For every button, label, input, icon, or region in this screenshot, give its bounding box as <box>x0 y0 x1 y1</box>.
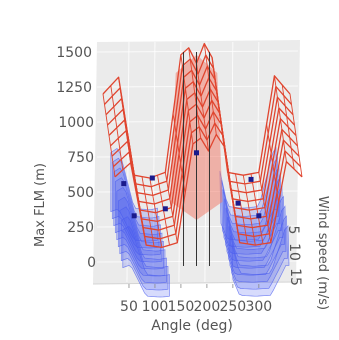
wireframe-rib <box>102 93 116 177</box>
surface-slice <box>114 177 163 263</box>
wireframe-rib <box>289 93 303 177</box>
surface-marker <box>256 213 262 219</box>
z-tick-label: 250 <box>67 220 94 236</box>
z-gridline <box>96 50 299 53</box>
wireframe-rib <box>281 84 295 170</box>
x-tick-labels: 50 100 150 200 250 300 <box>120 284 272 315</box>
y-tick-label: 10 <box>286 243 302 261</box>
surface-slice <box>122 225 170 298</box>
wireframe-rib <box>125 126 139 204</box>
wireframe-rib <box>180 54 194 145</box>
x-gridline <box>230 41 234 283</box>
surface-slice <box>231 224 290 297</box>
surface-slice <box>228 205 287 283</box>
z-tick-label: 0 <box>87 255 96 271</box>
wireframe-rib <box>227 172 241 243</box>
surface-slice <box>119 206 167 284</box>
x-tick-label: 100 <box>142 299 169 315</box>
surface-marker <box>121 181 127 187</box>
surface-marker <box>248 176 254 182</box>
z-tick-label: 1000 <box>58 115 94 131</box>
z-tick-label: 1500 <box>56 45 92 61</box>
z-tick-labels: 0 250 500 750 1000 1250 1500 <box>56 45 96 271</box>
surface-features <box>121 52 262 266</box>
wireframe-rib <box>133 175 147 246</box>
red-wireframe <box>102 42 303 249</box>
x-tick-label: 150 <box>168 299 195 315</box>
surface-slice <box>113 167 161 256</box>
x-gridline <box>256 41 260 283</box>
surface-slice <box>221 156 279 248</box>
wireframe-rib <box>235 173 248 244</box>
y-axis-label: Wind speed (m/s) <box>315 196 330 310</box>
y-tick-label: 5 <box>285 226 301 235</box>
surface-slice <box>230 214 288 290</box>
z-gridline <box>96 260 299 263</box>
wireframe-rib <box>203 43 217 135</box>
z-tick-label: 1250 <box>56 80 92 96</box>
surface-marker <box>235 200 241 206</box>
surface-marker <box>149 175 155 181</box>
surface-slice <box>225 185 284 269</box>
x-tick-label: 250 <box>219 299 246 315</box>
wireframe-rib <box>141 176 155 247</box>
surface-marker <box>131 213 137 219</box>
wireframe-rib <box>266 124 280 203</box>
surface-slice <box>222 166 281 255</box>
y-tick-labels: 5 10 15 <box>285 226 303 286</box>
wireframe-rib <box>258 172 272 243</box>
wireframe-rib <box>250 173 264 244</box>
x-tick-label: 300 <box>245 299 272 315</box>
x-tick-label: 50 <box>120 299 138 315</box>
wireframe-rib <box>110 85 124 170</box>
wireframe-rib <box>273 75 287 162</box>
pane-edge <box>92 281 297 285</box>
wireframe-rib <box>242 175 256 246</box>
surface-slice <box>120 216 169 291</box>
wireframe-rib <box>196 63 209 152</box>
surface-marker <box>194 150 199 156</box>
surface-slice <box>227 195 285 276</box>
y-tick-label: 15 <box>287 268 303 286</box>
z-axis-label: Max FLM (m) <box>33 163 48 247</box>
wireframe-rib <box>164 172 178 243</box>
z-tick-label: 750 <box>67 150 94 166</box>
surface-marker <box>162 206 168 212</box>
wireframe-rib <box>118 77 132 163</box>
wireframe-rib <box>149 177 163 248</box>
wireframe-rib <box>219 114 233 195</box>
x-axis-label: Angle (deg) <box>151 318 233 334</box>
z-tick-label: 500 <box>67 185 94 201</box>
x-tick-label: 200 <box>194 299 221 315</box>
wireframe-rib <box>188 47 202 139</box>
